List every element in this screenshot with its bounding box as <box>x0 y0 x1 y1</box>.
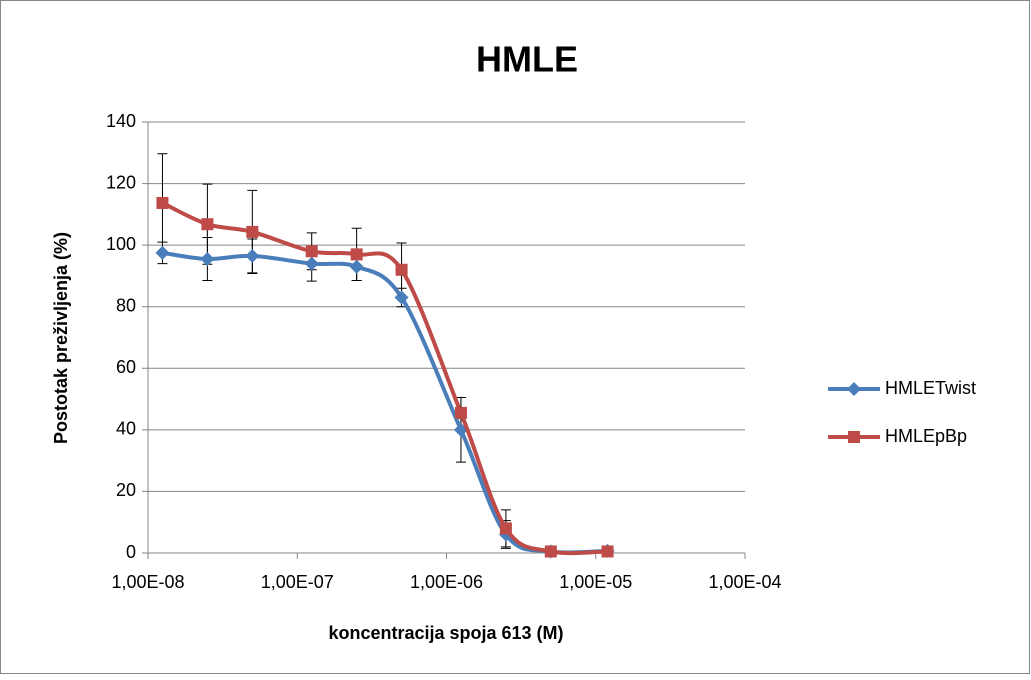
legend-marker <box>847 382 861 396</box>
marker <box>544 545 557 558</box>
y-tick-label: 140 <box>106 111 136 131</box>
marker <box>305 245 318 258</box>
x-tick-label: 1,00E-08 <box>111 572 184 592</box>
marker <box>349 259 364 274</box>
marker <box>156 196 169 209</box>
y-tick-label: 60 <box>116 357 136 377</box>
y-tick-label: 20 <box>116 480 136 500</box>
legend-label: HMLEpBp <box>885 426 967 446</box>
y-axis-label: Postotak preživljenja (%) <box>51 232 71 444</box>
marker <box>454 406 467 419</box>
marker <box>394 290 409 305</box>
x-tick-label: 1,00E-04 <box>708 572 781 592</box>
marker <box>200 251 215 266</box>
marker <box>155 245 170 260</box>
marker <box>201 218 214 231</box>
legend-label: HMLETwist <box>885 378 976 398</box>
y-tick-label: 40 <box>116 419 136 439</box>
x-tick-label: 1,00E-05 <box>559 572 632 592</box>
x-tick-label: 1,00E-06 <box>410 572 483 592</box>
legend-marker <box>848 431 860 443</box>
marker <box>246 225 259 238</box>
marker <box>499 522 512 535</box>
y-tick-label: 120 <box>106 172 136 192</box>
marker <box>395 263 408 276</box>
x-axis-label: koncentracija spoja 613 (M) <box>328 623 563 643</box>
x-tick-label: 1,00E-07 <box>261 572 334 592</box>
marker <box>601 545 614 558</box>
chart-title: HMLE <box>476 39 578 80</box>
y-tick-label: 100 <box>106 234 136 254</box>
y-tick-label: 0 <box>126 542 136 562</box>
marker <box>245 248 260 263</box>
marker <box>304 256 319 271</box>
marker <box>350 248 363 261</box>
y-tick-label: 80 <box>116 295 136 315</box>
